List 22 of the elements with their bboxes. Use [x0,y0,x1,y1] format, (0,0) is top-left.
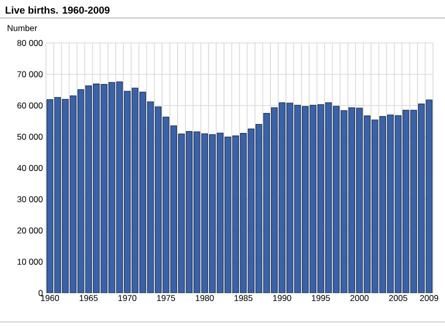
x-tick-label: 1960 [41,295,59,302]
y-tick-label: 30 000 [17,196,43,202]
chart-title: Live births. 1960-2009 [6,6,110,14]
x-tick-label: 1965 [80,295,98,302]
y-tick-label: 60 000 [17,102,43,108]
x-tick-label: 1970 [118,295,136,302]
y-axis-title: Number [8,24,38,32]
x-tick-label: 1990 [273,295,292,302]
y-tick-label: 50 000 [17,134,43,140]
x-tick-label: 2000 [350,295,369,302]
y-tick-label: 10 000 [18,258,43,265]
x-tick-label: 2009 [420,295,438,302]
y-tick-label: 40 000 [17,164,43,171]
x-tick-label: 2005 [389,295,408,302]
y-tick-label: 0 [38,290,43,296]
x-tick-label: 1995 [312,295,330,302]
x-tick-label: 1980 [196,295,214,302]
x-tick-label: 1985 [234,295,252,302]
y-tick-label: 20 000 [17,227,43,234]
x-tick-label: 1975 [157,295,176,302]
y-tick-label: 80 000 [17,40,43,46]
y-tick-label: 70 000 [17,71,43,78]
